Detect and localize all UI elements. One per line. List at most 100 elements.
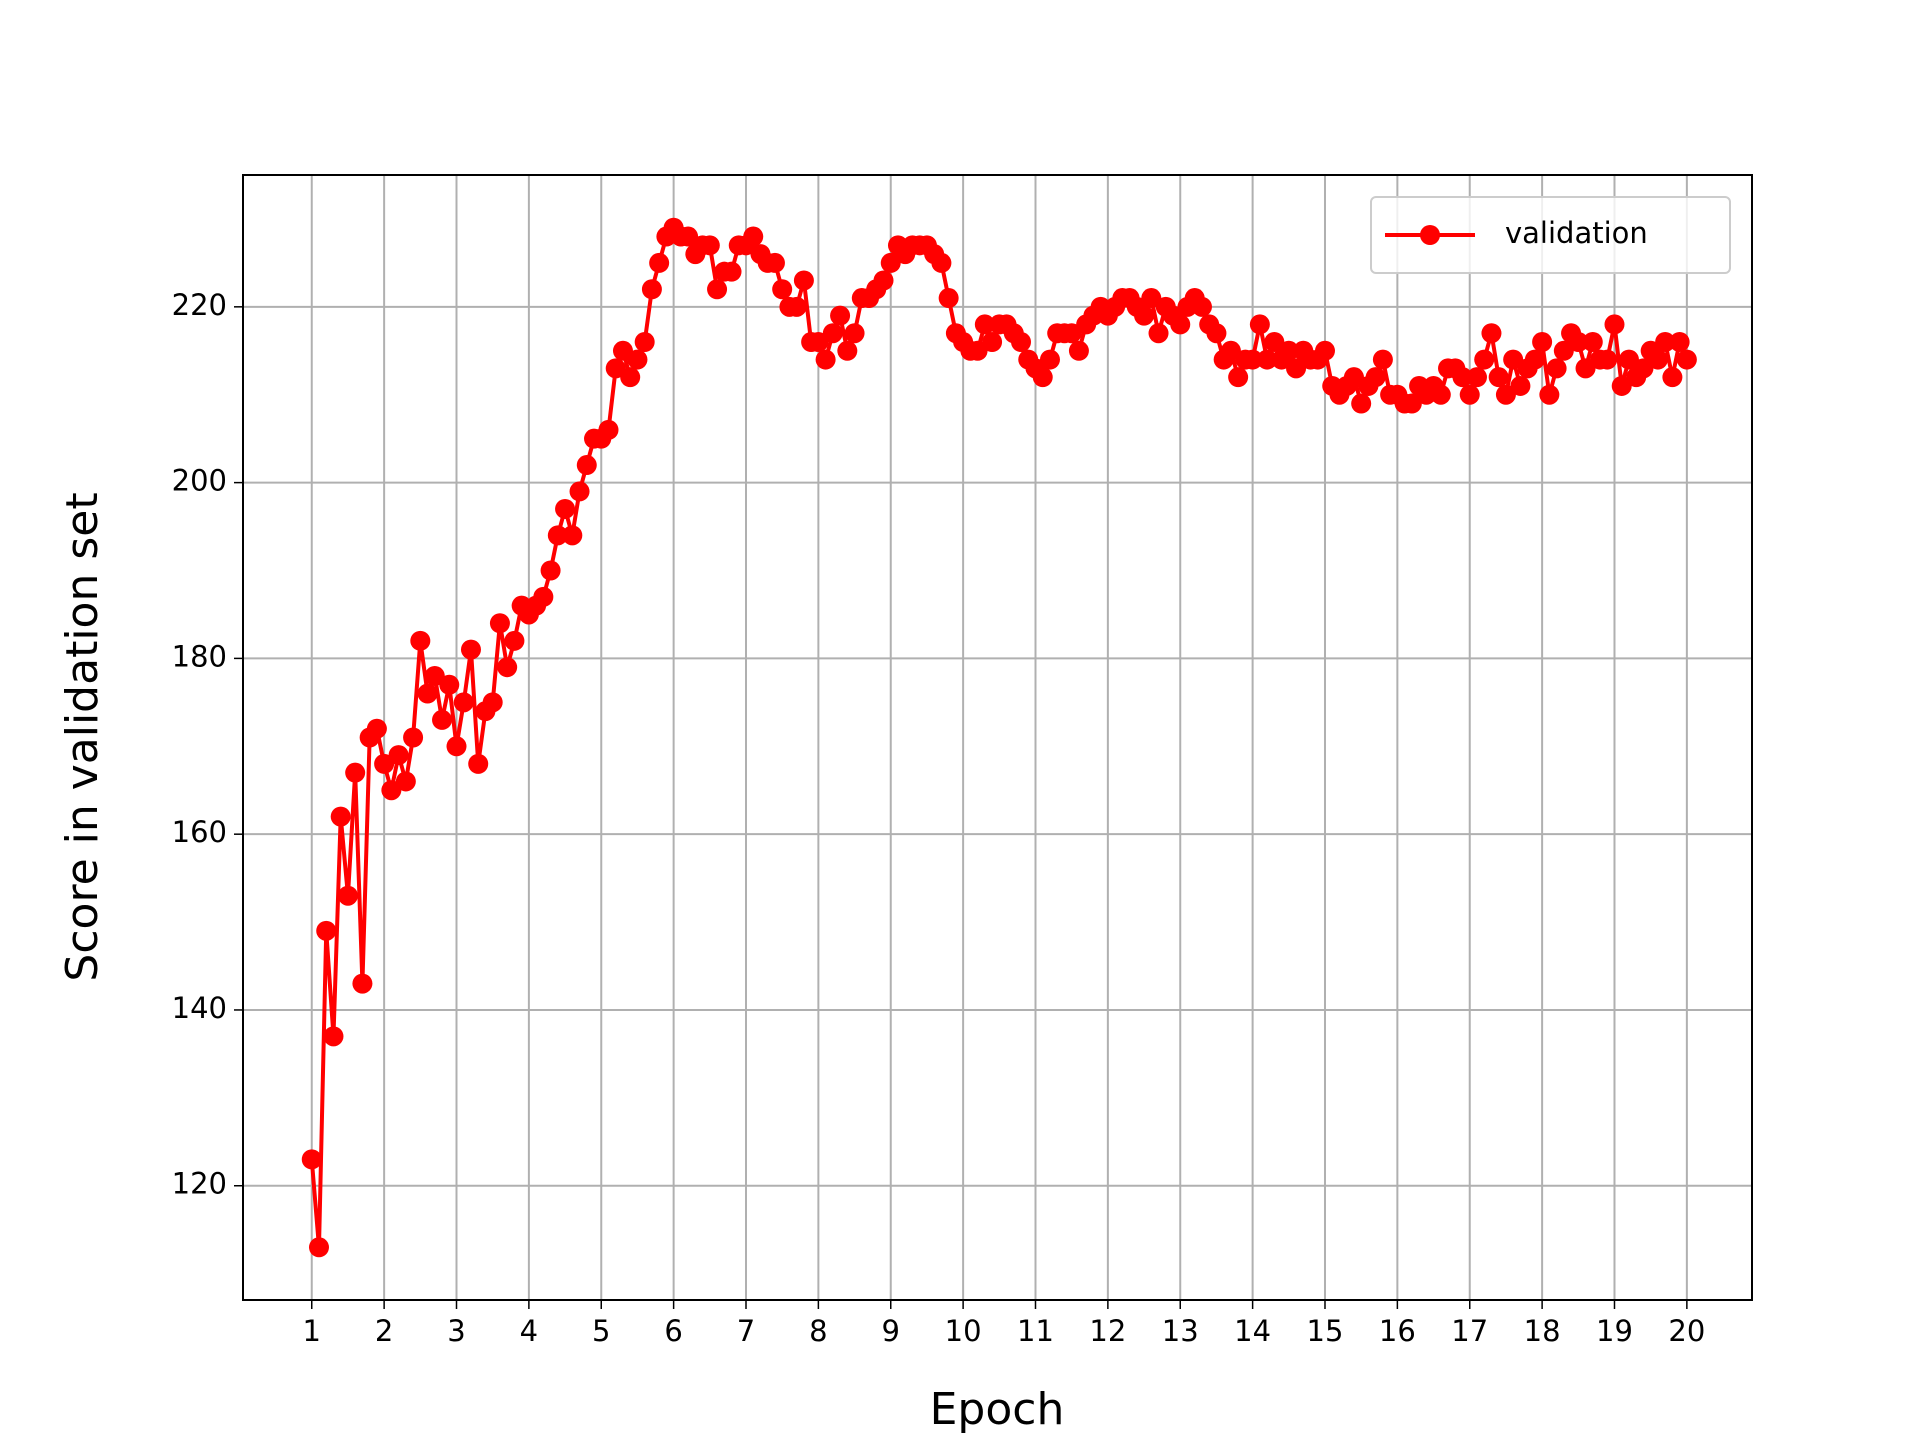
data-point: [1655, 331, 1676, 352]
plot-frame: [242, 174, 1753, 1301]
data-point: [612, 340, 633, 361]
data-point: [931, 252, 952, 273]
data-point: [1314, 340, 1335, 361]
y-tick-label: 120: [172, 1167, 227, 1201]
data-point: [345, 762, 366, 783]
data-point: [439, 674, 460, 695]
data-point: [388, 745, 409, 766]
y-tick-label: 200: [172, 464, 227, 498]
data-point: [374, 753, 395, 774]
x-tick-label: 3: [447, 1314, 465, 1348]
data-point: [649, 252, 670, 273]
x-tick-label: 19: [1596, 1314, 1633, 1348]
data-point: [822, 323, 843, 344]
data-point: [1061, 323, 1082, 344]
data-point: [1286, 358, 1307, 379]
data-point: [446, 736, 467, 757]
data-point: [1343, 367, 1364, 388]
data-point: [1669, 331, 1690, 352]
data-point: [482, 692, 503, 713]
data-point: [424, 665, 445, 686]
x-tick-label: 16: [1379, 1314, 1416, 1348]
x-tick-label: 10: [945, 1314, 982, 1348]
data-point: [1662, 367, 1683, 388]
data-point: [764, 252, 785, 273]
x-tick-label: 11: [1017, 1314, 1054, 1348]
data-point: [1459, 384, 1480, 405]
x-tick-label: 9: [882, 1314, 900, 1348]
data-point: [410, 630, 431, 651]
y-axis-label: Score in validation set: [57, 492, 108, 981]
data-point: [678, 226, 699, 247]
data-point: [308, 1237, 329, 1258]
data-point: [555, 498, 576, 519]
data-point: [432, 709, 453, 730]
x-tick-label: 5: [592, 1314, 610, 1348]
data-point: [1597, 349, 1618, 370]
data-point: [323, 1026, 344, 1047]
data-point: [1141, 288, 1162, 309]
data-point: [786, 296, 807, 317]
y-tick-label: 180: [172, 639, 227, 673]
data-point: [880, 252, 901, 273]
data-point: [1134, 305, 1155, 326]
data-point: [1206, 323, 1227, 344]
data-point: [352, 973, 373, 994]
data-point: [1647, 349, 1668, 370]
x-tick-label: 17: [1451, 1314, 1488, 1348]
data-point: [793, 270, 814, 291]
data-point: [1553, 340, 1574, 361]
data-point: [1575, 358, 1596, 379]
x-tick-label: 8: [809, 1314, 827, 1348]
data-point: [1068, 340, 1089, 361]
data-point: [1510, 375, 1531, 396]
data-point: [1401, 393, 1422, 414]
data-point: [489, 613, 510, 634]
data-point: [301, 1149, 322, 1170]
data-point: [562, 525, 583, 546]
data-point: [1372, 349, 1393, 370]
x-tick-label: 4: [520, 1314, 538, 1348]
data-point: [1676, 349, 1697, 370]
data-point: [837, 340, 858, 361]
data-point: [967, 340, 988, 361]
data-point: [1503, 349, 1524, 370]
data-point: [1365, 367, 1386, 388]
data-point: [620, 367, 641, 388]
data-point: [1546, 358, 1567, 379]
data-point: [1430, 384, 1451, 405]
data-point: [1257, 349, 1278, 370]
data-point: [598, 419, 619, 440]
data-point: [330, 806, 351, 827]
data-point: [497, 657, 518, 678]
data-point: [1039, 349, 1060, 370]
data-point: [395, 771, 416, 792]
data-point: [815, 349, 836, 370]
data-point: [707, 279, 728, 300]
data-point: [938, 288, 959, 309]
data-point: [453, 692, 474, 713]
data-point: [1264, 331, 1285, 352]
x-tick-label: 7: [737, 1314, 755, 1348]
data-point: [1568, 331, 1589, 352]
data-point: [403, 727, 424, 748]
data-point: [1249, 314, 1270, 335]
y-tick-label: 160: [172, 815, 227, 849]
data-point: [533, 586, 554, 607]
x-tick-label: 12: [1089, 1314, 1126, 1348]
data-point: [1618, 349, 1639, 370]
data-point: [1452, 367, 1473, 388]
x-tick-label: 6: [664, 1314, 682, 1348]
data-point: [1611, 375, 1632, 396]
x-tick-label: 18: [1524, 1314, 1561, 1348]
data-point: [1633, 358, 1654, 379]
data-point: [1474, 349, 1495, 370]
data-point: [605, 358, 626, 379]
data-point: [417, 683, 438, 704]
y-tick-label: 140: [172, 991, 227, 1025]
data-point: [468, 753, 489, 774]
legend-marker: [1420, 225, 1440, 245]
data-point: [576, 455, 597, 476]
